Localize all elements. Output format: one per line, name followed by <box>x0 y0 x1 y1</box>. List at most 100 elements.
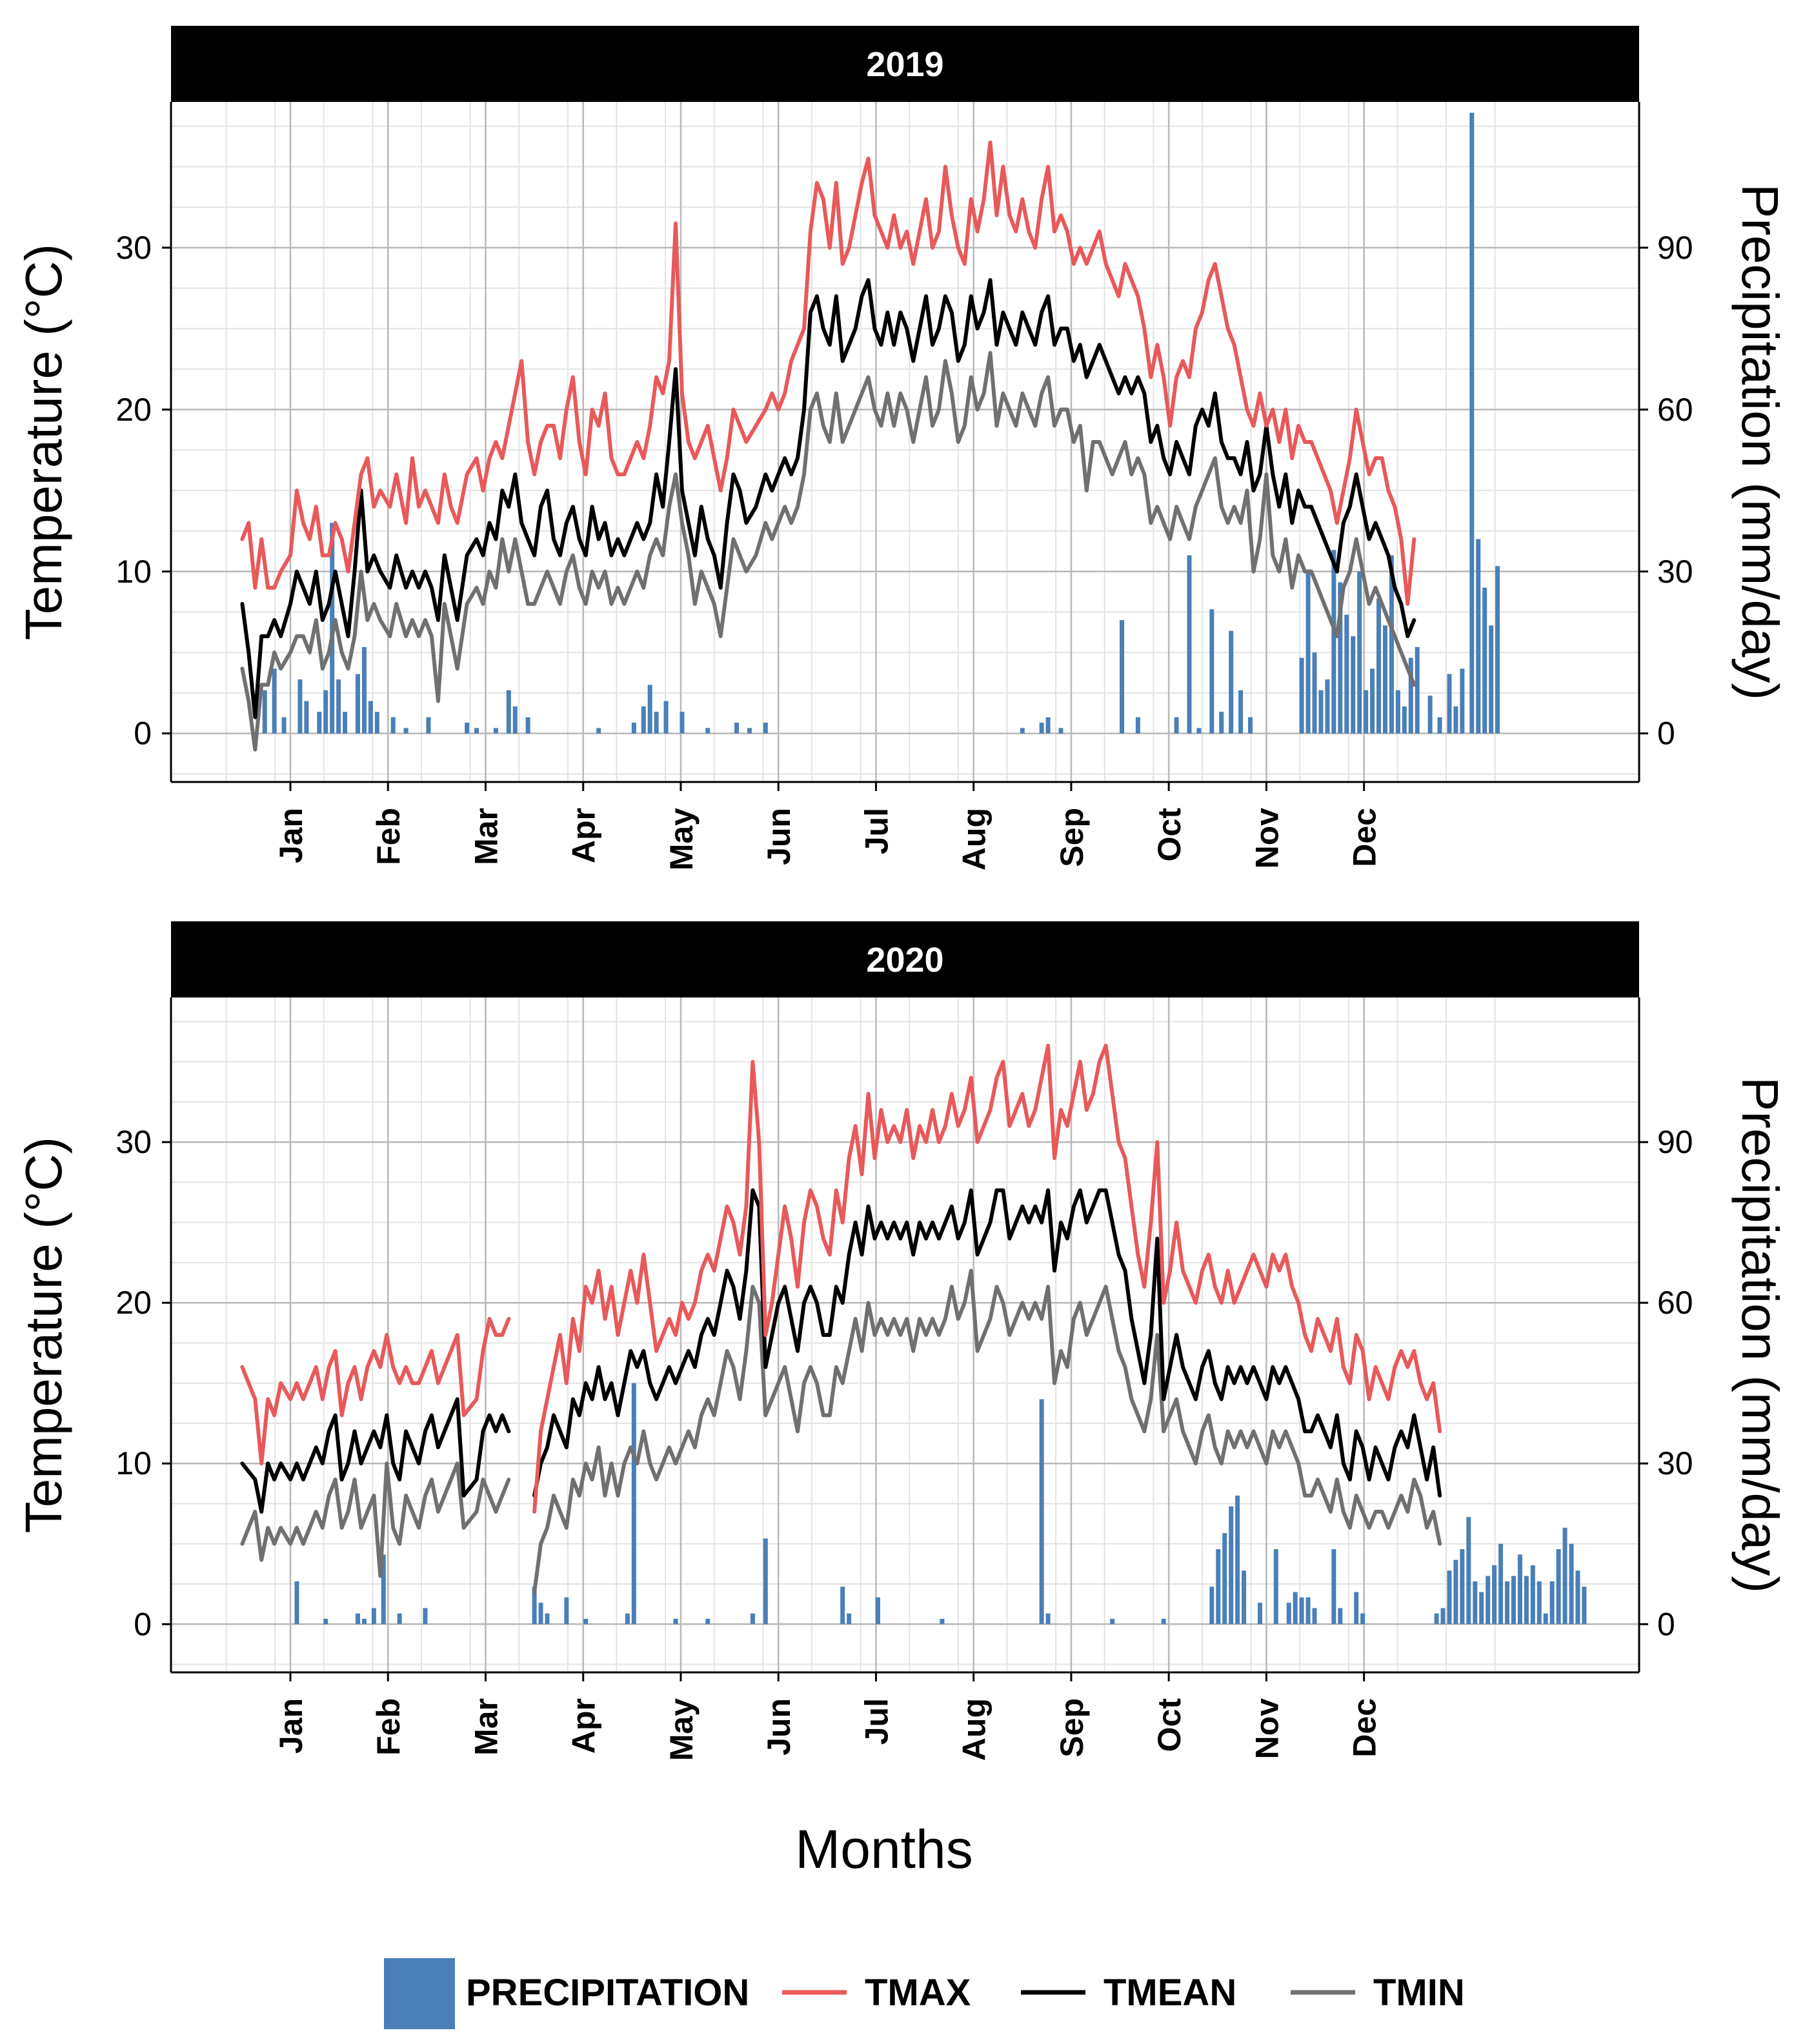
precipitation-bar <box>304 701 309 734</box>
precipitation-bar <box>1135 717 1140 734</box>
month-label: Jul <box>858 1698 894 1745</box>
precipitation-bar <box>1039 1399 1044 1625</box>
precipitation-bar <box>1187 555 1192 734</box>
precipitation-bar <box>654 712 659 734</box>
month-label: Aug <box>956 808 993 870</box>
precipitation-bar <box>1248 717 1253 734</box>
temp-tick-label: 0 <box>134 1606 152 1642</box>
precipitation-bar <box>1453 1559 1458 1625</box>
tmax-line <box>240 1043 1442 1514</box>
temp-tick-label: 20 <box>116 392 152 428</box>
precipitation-bar <box>1120 620 1125 734</box>
month-label: Mar <box>468 1698 504 1756</box>
precipitation-bar <box>1511 1576 1516 1625</box>
precipitation-bar <box>1582 1587 1587 1625</box>
precipitation-bar <box>1354 1592 1359 1625</box>
precipitation-bar <box>1389 555 1394 734</box>
precipitation-bar <box>1395 690 1400 734</box>
precipitation-bar <box>564 1597 569 1625</box>
precipitation-bar <box>272 668 277 734</box>
precipitation-bar <box>705 728 710 734</box>
precipitation-bar <box>750 1613 755 1625</box>
precipitation-bar <box>1238 690 1244 734</box>
precipitation-bar <box>1479 1592 1484 1625</box>
precipitation-bar <box>747 728 752 734</box>
precipitation-bar <box>262 690 267 734</box>
month-label: Dec <box>1347 1698 1383 1758</box>
precipitation-bar <box>1344 614 1349 734</box>
precipitation-bar <box>1305 1597 1311 1625</box>
precipitation-bars <box>262 112 1500 734</box>
precipitation-bar <box>371 1608 376 1625</box>
precipitation-bar <box>1530 1565 1535 1625</box>
precipitation-bar <box>1469 112 1475 734</box>
precipitation-bar <box>1489 625 1494 734</box>
precipitation-bar <box>1229 630 1234 734</box>
tmean-line <box>240 1188 1442 1514</box>
precipitation-bar <box>1427 696 1433 734</box>
precipitation-bar <box>1498 1543 1504 1625</box>
legend-tmax-label: TMAX <box>865 1972 971 2014</box>
precip-tick-label: 0 <box>1657 1606 1675 1642</box>
precipitation-bar <box>1466 1517 1471 1625</box>
legend: PRECIPITATION TMAX TMEAN TMIN <box>384 1958 1465 2029</box>
precipitation-bar <box>1305 571 1311 734</box>
month-label: Oct <box>1151 808 1187 862</box>
precipitation-bar <box>297 679 303 734</box>
precipitation-bar <box>1562 1527 1567 1625</box>
legend-tmean-label: TMEAN <box>1104 1972 1236 2014</box>
precipitation-bar <box>1110 1618 1115 1625</box>
precipitation-bar <box>281 717 287 734</box>
precipitation-bar <box>673 1618 678 1625</box>
tmax-line <box>240 140 1416 606</box>
precipitation-bar <box>1273 1549 1278 1625</box>
precipitation-bar <box>1364 690 1369 734</box>
temp-tick-label: 10 <box>116 554 152 590</box>
precipitation-bars <box>294 1383 1587 1625</box>
plot-area <box>171 997 1639 1672</box>
month-label: Sep <box>1054 808 1090 867</box>
precip-tick-label: 60 <box>1657 392 1693 428</box>
precipitation-bar <box>763 1538 768 1625</box>
precipitation-bar <box>317 712 322 734</box>
precipitation-bar <box>763 722 768 734</box>
month-label: May <box>663 808 700 870</box>
precipitation-bar <box>625 1613 630 1625</box>
precipitation-bar <box>323 690 328 734</box>
precipitation-bar <box>1376 598 1382 734</box>
legend-precipitation-swatch <box>384 1958 455 2029</box>
precipitation-bar <box>532 1587 537 1625</box>
precipitation-bar <box>1460 668 1465 734</box>
month-label: Jun <box>761 1698 797 1756</box>
precipitation-bar <box>631 1383 636 1625</box>
precipitation-bar <box>1222 1533 1227 1625</box>
precipitation-bar <box>343 712 348 734</box>
month-label: Feb <box>370 808 407 865</box>
precipitation-bar <box>596 728 601 734</box>
precipitation-bar <box>1299 1597 1304 1625</box>
precipitation-bar <box>1537 1581 1542 1625</box>
precip-tick-label: 30 <box>1657 554 1693 590</box>
precipitation-bar <box>465 722 470 734</box>
month-label: Aug <box>956 1698 993 1761</box>
precipitation-bar <box>323 1618 328 1625</box>
precipitation-bar <box>1161 1618 1166 1625</box>
precipitation-bar <box>1505 1581 1510 1625</box>
precipitation-bar <box>663 701 669 734</box>
precipitation-bar <box>1556 1549 1561 1625</box>
precipitation-bar <box>1209 1587 1214 1625</box>
precipitation-bar <box>1196 728 1202 734</box>
temp-tick-label: 20 <box>116 1285 152 1321</box>
precipitation-bar <box>423 1608 428 1625</box>
tmean-line <box>240 278 1416 719</box>
precipitation-bar <box>506 690 511 734</box>
precipitation-bar <box>1286 1603 1291 1625</box>
grid <box>171 102 1639 782</box>
precipitation-bar <box>1312 652 1317 734</box>
precipitation-bar <box>875 1597 880 1625</box>
precipitation-bar <box>1360 1613 1366 1625</box>
precipitation-bar <box>1437 717 1442 734</box>
plot-area <box>171 102 1639 782</box>
precipitation-bar <box>1357 571 1362 734</box>
month-label: Jan <box>273 808 309 863</box>
